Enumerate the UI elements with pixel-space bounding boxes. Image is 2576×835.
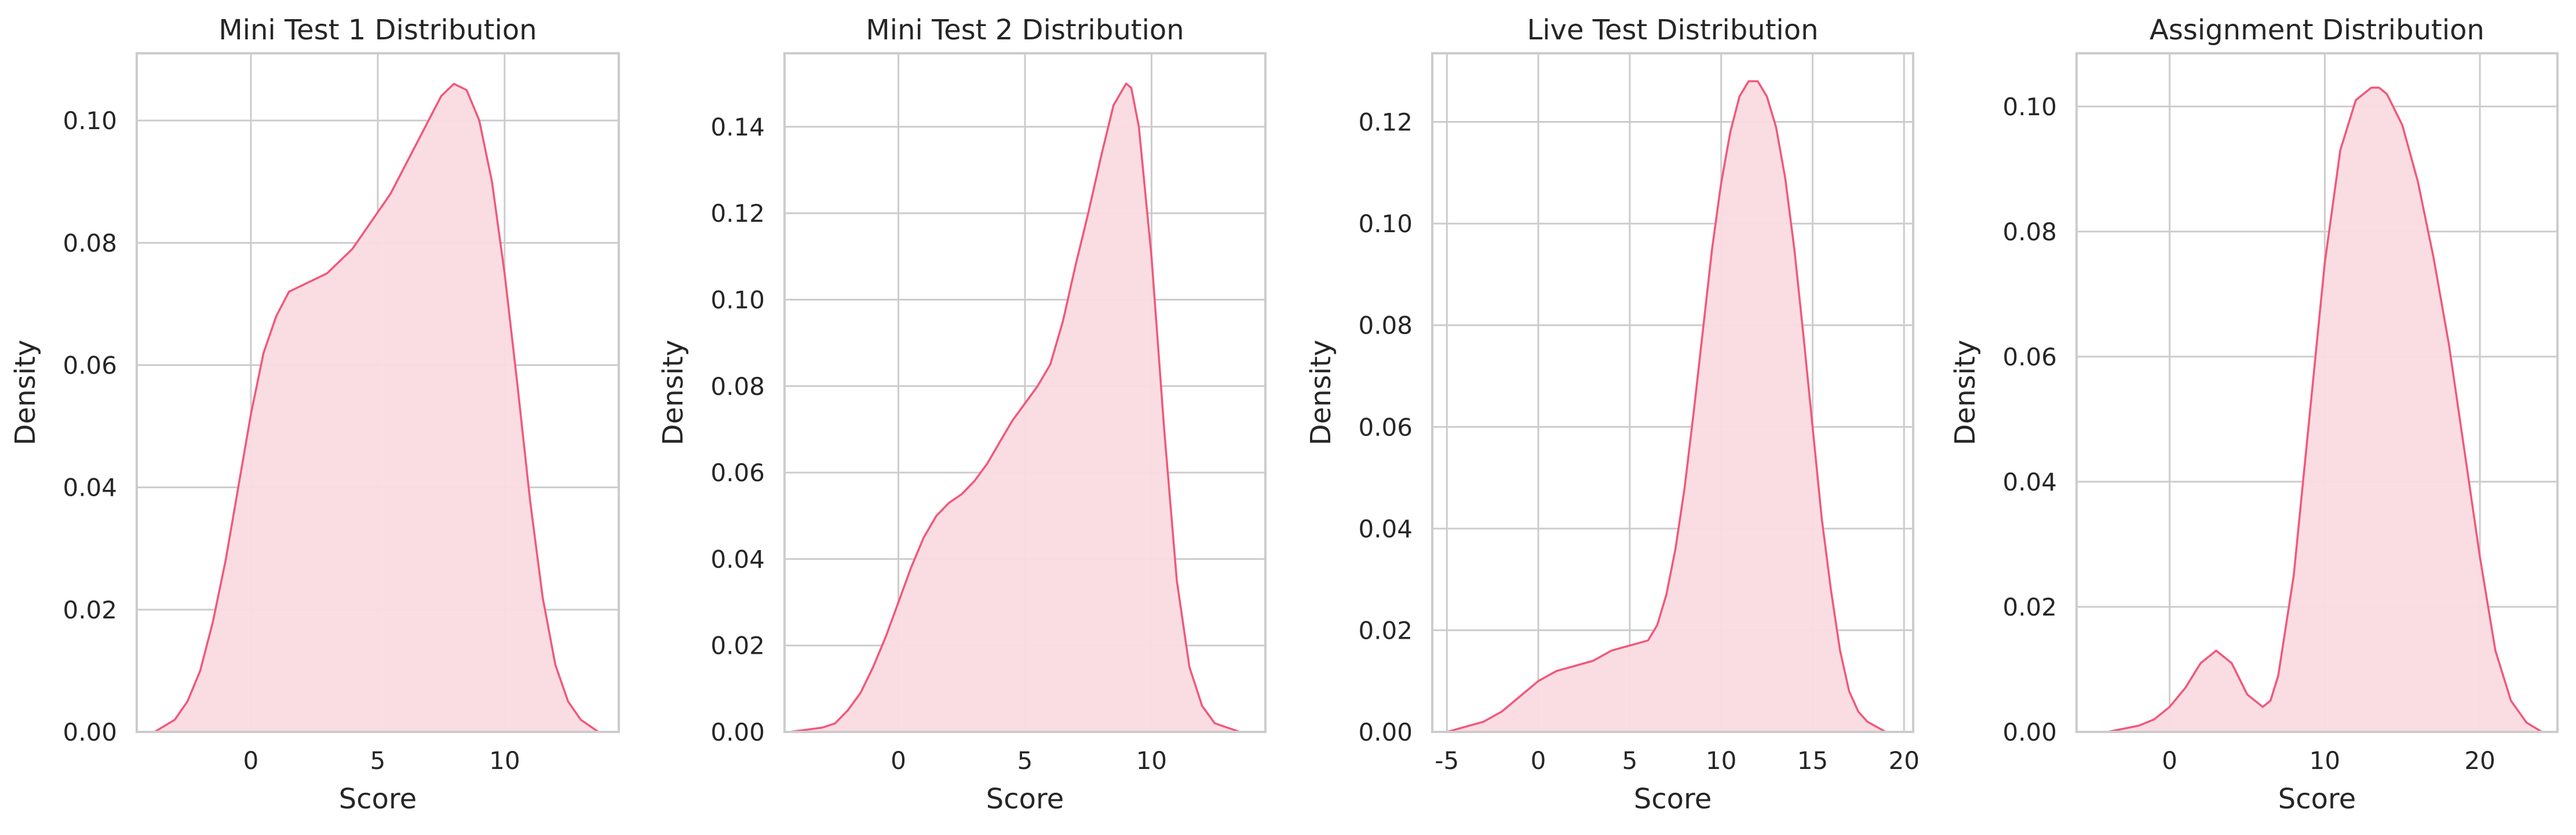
y-tick-label: 0.00 <box>1358 718 1413 746</box>
axes-frame <box>783 52 1267 733</box>
y-tick-label: 0.08 <box>63 229 117 257</box>
subplot-3: -5 0 5 10 15 20 0.00 0.02 0.04 0.06 0.08 0.10 0.12 Li… <box>1305 14 1920 815</box>
x-tick-label: 20 <box>2464 746 2495 775</box>
y-tick-label: 0.10 <box>2002 93 2057 121</box>
y-tick-label: 0.10 <box>1358 210 1413 238</box>
y-tick-label: 0.02 <box>63 596 117 624</box>
x-tick-label: 5 <box>370 746 386 775</box>
x-tick-label: 15 <box>1797 746 1828 775</box>
y-tick-label: 0.02 <box>1358 616 1413 644</box>
x-tick-label: 10 <box>489 746 520 775</box>
chart-title: Mini Test 2 Distribution <box>866 14 1184 46</box>
density-area <box>154 83 599 732</box>
y-tick-label: 0.10 <box>63 107 117 135</box>
y-tick-label: 0.04 <box>710 545 765 573</box>
y-tick-label: 0.04 <box>2002 468 2057 496</box>
x-tick-label: 0 <box>2162 746 2177 775</box>
x-tick-label: 5 <box>1017 746 1033 775</box>
x-tick-label: 0 <box>243 746 259 775</box>
x-tick-label: 10 <box>2309 746 2340 775</box>
density-area <box>789 83 1240 732</box>
y-axis-label: Density <box>1305 340 1337 445</box>
axes-frame <box>1431 52 1914 733</box>
y-tick-label: 0.08 <box>2002 218 2057 246</box>
y-tick-label: 0.06 <box>63 351 117 379</box>
x-axis-label: Score <box>986 783 1064 815</box>
axes-frame <box>2075 52 2559 733</box>
y-axis-label: Density <box>657 340 689 445</box>
y-tick-label: 0.14 <box>710 113 765 141</box>
chart-title: Mini Test 1 Distribution <box>218 14 537 46</box>
y-tick-label: 0.12 <box>710 199 765 228</box>
y-tick-label: 0.04 <box>1358 515 1413 543</box>
y-tick-label: 0.06 <box>2002 343 2057 371</box>
x-tick-label: 0 <box>891 746 906 775</box>
x-tick-label: 10 <box>1136 746 1167 775</box>
x-tick-label: -5 <box>1435 746 1459 775</box>
density-line <box>789 82 1240 733</box>
y-tick-label: 0.06 <box>710 459 765 487</box>
subplot-2: 0 5 10 0.00 0.02 0.04 0.06 0.08 0.10 0.12 0.14 Mini… <box>657 14 1267 815</box>
axes-frame <box>136 52 620 733</box>
x-axis-label: Score <box>339 783 417 815</box>
density-area <box>2107 87 2542 732</box>
y-tick-label: 0.12 <box>1358 108 1413 137</box>
chart-title: Assignment Distribution <box>2150 14 2484 46</box>
density-area <box>1447 81 1886 732</box>
y-axis-label: Density <box>1949 340 1982 445</box>
subplot-4: 0 10 20 0.00 0.02 0.04 0.06 0.08 0.10 Assignment … <box>1949 14 2559 815</box>
y-tick-label: 0.08 <box>710 372 765 401</box>
y-tick-label: 0.00 <box>63 718 117 746</box>
y-tick-label: 0.00 <box>710 718 765 746</box>
y-tick-label: 0.06 <box>1358 413 1413 441</box>
y-tick-label: 0.02 <box>710 632 765 660</box>
subplot-1: 0 5 10 0.00 0.02 0.04 0.06 0.08 0.10 Mini Test 1 … <box>9 14 620 815</box>
x-tick-label: 0 <box>1531 746 1546 775</box>
x-axis-label: Score <box>2278 783 2356 815</box>
y-axis-label: Density <box>9 340 42 445</box>
density-line <box>154 83 599 733</box>
chart-title: Live Test Distribution <box>1527 14 1818 46</box>
x-axis-label: Score <box>1634 783 1712 815</box>
y-tick-label: 0.02 <box>2002 593 2057 621</box>
density-line <box>2107 86 2543 733</box>
y-tick-label: 0.00 <box>2002 718 2057 746</box>
x-tick-label: 5 <box>1622 746 1637 775</box>
y-tick-label: 0.10 <box>710 286 765 314</box>
y-tick-label: 0.08 <box>1358 312 1413 340</box>
x-tick-label: 10 <box>1706 746 1736 775</box>
x-tick-label: 20 <box>1888 746 1919 775</box>
density-line <box>1446 80 1887 733</box>
y-tick-label: 0.04 <box>63 474 117 502</box>
